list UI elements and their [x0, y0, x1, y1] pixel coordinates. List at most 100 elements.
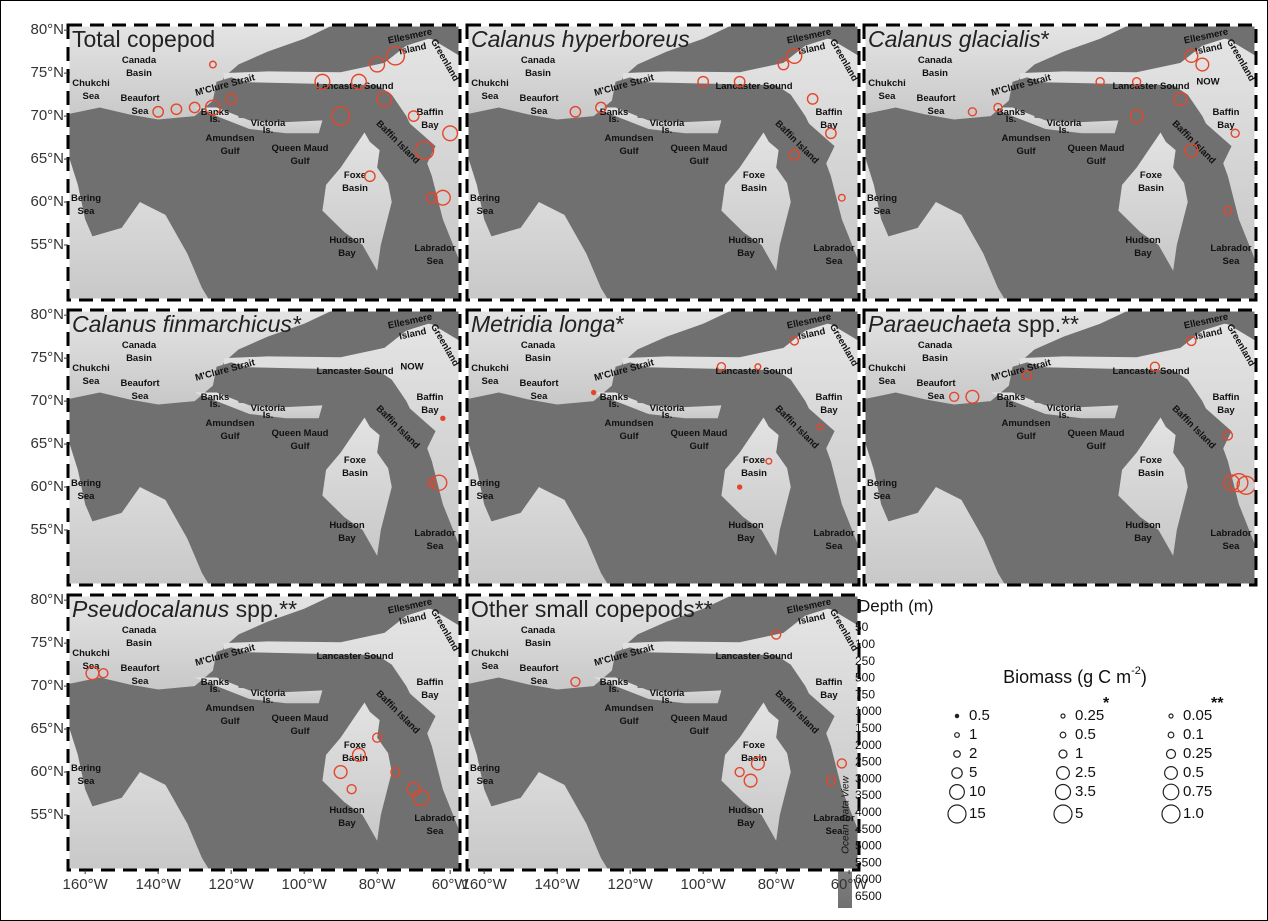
place-label-line: Gulf [1087, 441, 1107, 452]
lat-tick-label: 55°N [30, 806, 64, 823]
panel-title: Other small copepods** [471, 596, 713, 622]
place-label-line: Basin [1138, 468, 1164, 479]
place-label-line: Lancaster Sound [1112, 81, 1189, 92]
place-label-line: Amundsen [1001, 133, 1050, 144]
lon-tick-label: 100°W [282, 876, 328, 893]
place-label-line: Amundsen [604, 133, 653, 144]
place-label-line: Sea [928, 106, 946, 117]
place-label-line: Bay [338, 533, 356, 544]
place-label-line: Is. [263, 125, 274, 136]
place-label: NOW [1196, 77, 1219, 88]
place-label-line: Canada [918, 55, 953, 66]
lat-tick-label: 80°N [30, 21, 64, 38]
place-label-line: Bay [421, 120, 439, 131]
place-label-line: Beaufort [120, 93, 160, 104]
place-label-line: Canada [918, 340, 953, 351]
place-label-line: Is. [210, 684, 221, 695]
lat-tick-label: 70°N [30, 107, 64, 124]
place-label-line: Gulf [620, 716, 640, 727]
place-label-line: Hudson [1125, 520, 1161, 531]
place-label-line: Sea [874, 206, 892, 217]
place-label-line: Bering [470, 193, 500, 204]
lat-tick-label: 70°N [30, 392, 64, 409]
place-label-line: Basin [342, 183, 368, 194]
place-label-line: Sea [132, 106, 150, 117]
place-label-line: Bay [820, 690, 838, 701]
panel-title: Calanus hyperboreus [471, 26, 690, 52]
place-label: Lancaster Sound [316, 366, 393, 377]
legend-value: 2 [969, 745, 977, 762]
place-label-line: Is. [609, 684, 620, 695]
depth-label: 500 [855, 671, 875, 685]
place-label-line: Sea [132, 391, 150, 402]
lat-tick-label: 75°N [30, 634, 64, 651]
place-label-line: Bay [1134, 248, 1152, 259]
place-label-line: Beaufort [120, 378, 160, 389]
legend-value: 2.5 [1075, 764, 1096, 781]
panel-title: Total copepod [72, 26, 215, 52]
depth-label: 4500 [855, 822, 882, 836]
place-label-line: Queen Maud [670, 713, 727, 724]
place-label-line: Foxe [743, 740, 765, 751]
legend-title: Biomass (g C m-2) [1003, 665, 1147, 687]
place-label-line: Sea [477, 206, 495, 217]
place-label-line: Labrador [1210, 528, 1251, 539]
place-label-line: Beaufort [519, 93, 559, 104]
place-label-line: Sea [132, 676, 150, 687]
place-label-line: Baffin [1213, 107, 1240, 118]
place-label-line: Gulf [1087, 156, 1107, 167]
place-label-line: Is. [1006, 399, 1017, 410]
place-label-line: Is. [609, 399, 620, 410]
legend-value: 0.5 [1183, 764, 1204, 781]
place-label-line: Chukchi [471, 363, 508, 374]
lon-tick-label: 140°W [136, 876, 182, 893]
legend-title-sup: -2 [1131, 665, 1141, 677]
depth-label: 5000 [855, 839, 882, 853]
place-label-line: Chukchi [471, 648, 508, 659]
legend-title-text: Biomass (g C m [1003, 667, 1131, 687]
place-label-line: Sea [1223, 541, 1241, 552]
place-label-line: Baffin [417, 392, 444, 403]
place-label-line: Bering [470, 763, 500, 774]
place-label-line: Sea [531, 106, 549, 117]
place-label-line: Lancaster Sound [715, 81, 792, 92]
place-label-line: Is. [609, 114, 620, 125]
place-label-line: Canada [122, 625, 157, 636]
place-label-line: Sea [874, 491, 892, 502]
place-label-line: Beaufort [519, 663, 559, 674]
credit: Ocean Data View [841, 775, 852, 853]
place-label-line: Sea [928, 391, 946, 402]
place-label-line: Canada [521, 55, 556, 66]
place-label-line: Chukchi [868, 78, 905, 89]
place-label-line: Bay [737, 818, 755, 829]
place-label-line: Is. [662, 410, 673, 421]
depth-label: 5500 [855, 855, 882, 869]
place-label-line: Queen Maud [1067, 428, 1124, 439]
place-label-line: Gulf [620, 431, 640, 442]
place-label-line: Chukchi [72, 648, 109, 659]
place-label-line: Is. [263, 695, 274, 706]
place-label-line: Gulf [1017, 431, 1037, 442]
place-label-line: Foxe [344, 170, 366, 181]
place-label-line: Hudson [1125, 235, 1161, 246]
place-label-line: Bay [338, 248, 356, 259]
place-label-line: Sea [477, 776, 495, 787]
legend-value: 0.25 [1183, 745, 1212, 762]
place-label-line: Amundsen [604, 703, 653, 714]
place-label-line: Bay [1134, 533, 1152, 544]
map-panel: ChukchiSeaCanadaBasinBeaufortSeaAmundsen… [863, 25, 1258, 300]
place-label-line: Baffin [417, 107, 444, 118]
lat-tick-label: 65°N [30, 435, 64, 452]
place-label-line: Foxe [1140, 170, 1162, 181]
depth-label: 4000 [855, 805, 882, 819]
place-label-line: Basin [342, 468, 368, 479]
panel-title-text: spp.** [229, 596, 297, 622]
depth-label: 750 [855, 687, 875, 701]
panel-title-italic: Calanus finmarchicus* [72, 311, 302, 337]
place-label-line: Bay [1217, 120, 1235, 131]
place-label-line: Basin [741, 468, 767, 479]
place-label-line: Queen Maud [670, 428, 727, 439]
lon-tick-label: 100°W [681, 876, 727, 893]
map-panel: ChukchiSeaCanadaBasinBeaufortSeaAmundsen… [466, 310, 861, 585]
place-label-line: Queen Maud [271, 428, 328, 439]
